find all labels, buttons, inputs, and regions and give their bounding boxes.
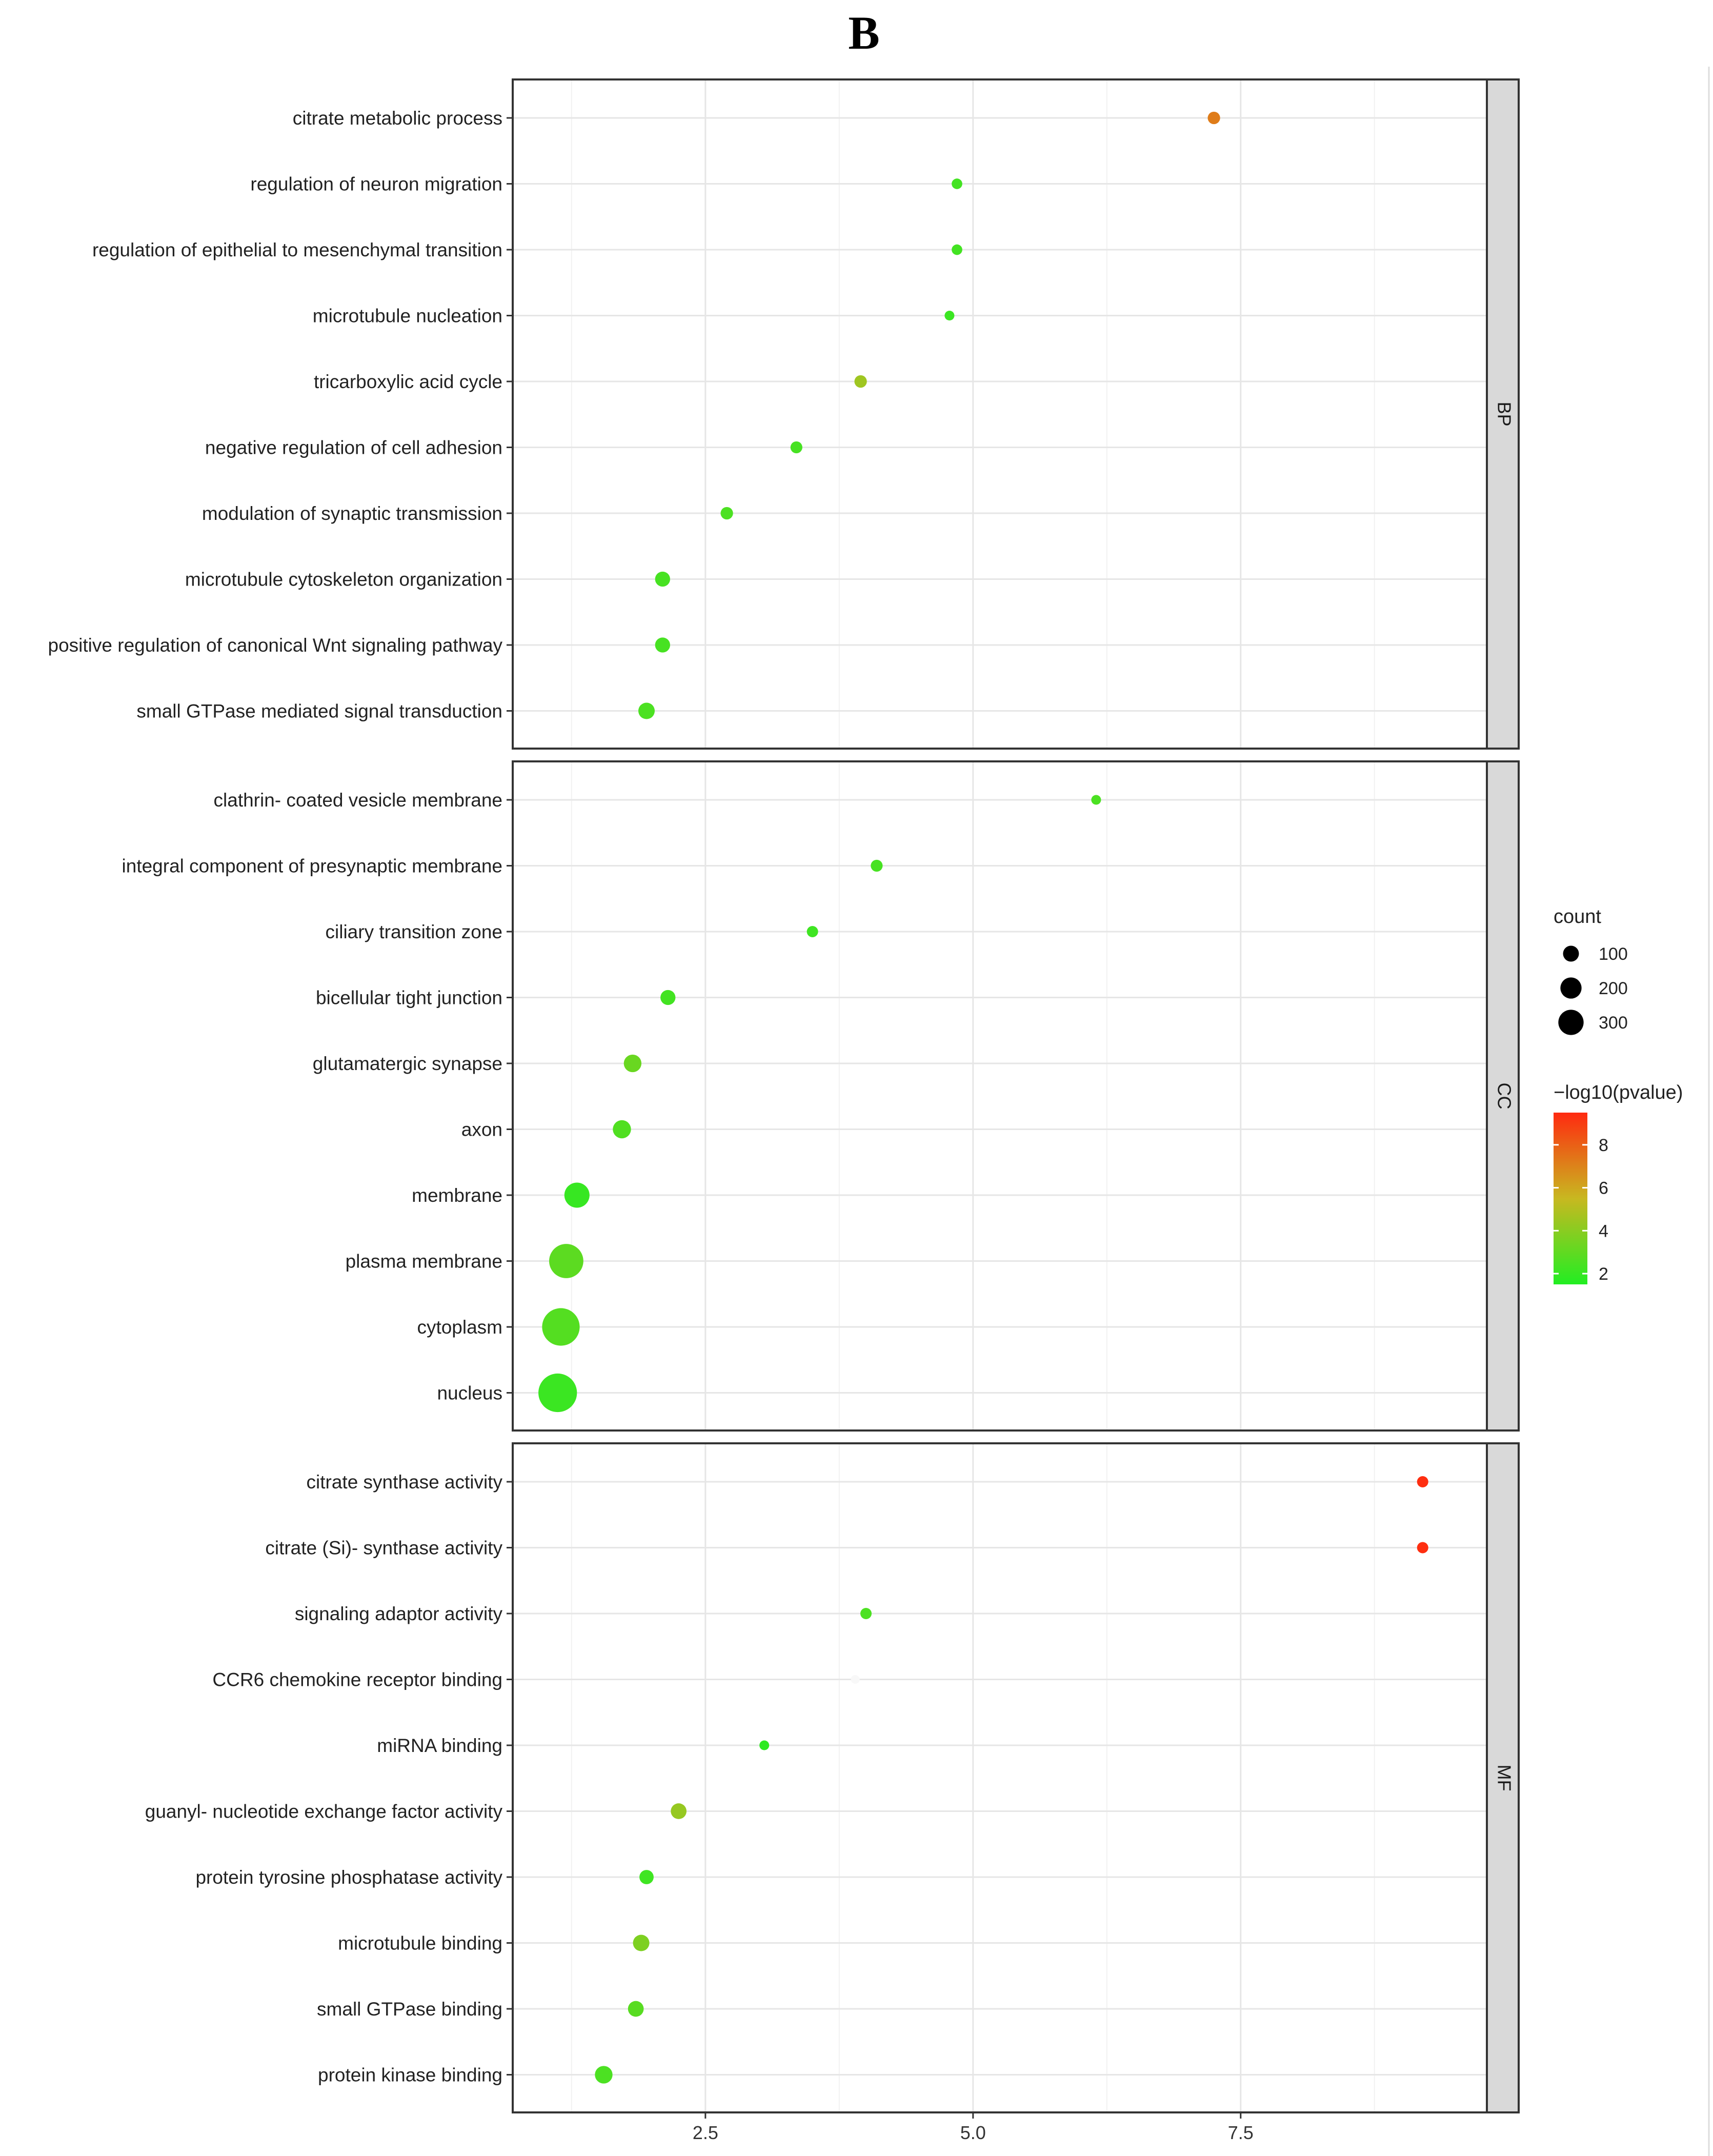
x-tick-label: 5.0 <box>960 2122 986 2143</box>
data-point <box>854 375 867 388</box>
y-tick-label: microtubule binding <box>338 1933 502 1954</box>
y-tick-label: small GTPase mediated signal transductio… <box>136 701 502 722</box>
data-point <box>720 507 733 520</box>
data-point <box>633 1935 650 1951</box>
data-point <box>542 1308 580 1346</box>
data-point <box>759 1740 770 1750</box>
y-tick-label: modulation of synaptic transmission <box>202 503 502 524</box>
x-tick-label: 2.5 <box>693 2122 718 2143</box>
y-tick-label: citrate (Si)- synthase activity <box>265 1538 502 1559</box>
y-tick-label: integral component of presynaptic membra… <box>122 856 502 877</box>
y-tick-label: signaling adaptor activity <box>295 1603 503 1624</box>
y-tick-label: bicellular tight junction <box>316 988 502 1009</box>
facet-strip <box>1486 1442 1520 2113</box>
y-tick-label: clathrin- coated vesicle membrane <box>214 790 502 811</box>
legend-colorbar-label: 4 <box>1599 1221 1608 1241</box>
y-tick-label: positive regulation of canonical Wnt sig… <box>48 635 503 656</box>
data-point <box>952 244 962 255</box>
y-tick-label: protein tyrosine phosphatase activity <box>195 1867 502 1888</box>
x-tick-label: 7.5 <box>1228 2122 1254 2143</box>
data-point <box>595 2066 613 2084</box>
data-point <box>671 1803 687 1819</box>
legend-colorbar <box>1554 1113 1587 1284</box>
legend-size-key <box>1560 977 1582 999</box>
legend-size-label: 300 <box>1599 1013 1628 1033</box>
data-point <box>952 178 962 189</box>
data-point <box>851 1675 860 1684</box>
data-point <box>564 1182 590 1208</box>
y-tick-label: microtubule nucleation <box>313 306 502 327</box>
y-tick-label: ciliary transition zone <box>326 921 502 942</box>
data-point <box>638 702 655 719</box>
legend-colorbar-label: 2 <box>1599 1264 1608 1284</box>
data-point <box>639 1870 654 1884</box>
data-point <box>660 990 676 1005</box>
y-tick-label: small GTPase binding <box>317 1999 502 2020</box>
panel-cc: clathrin- coated vesicle membrane integra… <box>122 760 1520 1432</box>
y-tick-label: nucleus <box>437 1383 502 1404</box>
data-point <box>871 859 883 872</box>
facet-strip-label: BP <box>1494 401 1515 426</box>
data-point <box>613 1120 631 1139</box>
data-point <box>655 637 670 653</box>
data-point <box>1091 795 1101 805</box>
y-tick-label: plasma membrane <box>346 1251 502 1272</box>
legend-colorbar-label: 8 <box>1599 1136 1608 1155</box>
legend-size-key <box>1563 945 1579 962</box>
y-tick-label: negative regulation of cell adhesion <box>205 437 502 458</box>
y-tick-label: axon <box>461 1119 502 1140</box>
panel-background <box>513 761 1487 1430</box>
y-tick-label: cytoplasm <box>417 1317 502 1338</box>
y-tick-label: microtubule cytoskeleton organization <box>185 569 502 590</box>
y-tick-label: regulation of epithelial to mesenchymal … <box>92 239 502 260</box>
data-point <box>944 310 955 321</box>
legend-colorbar-label: 6 <box>1599 1179 1608 1198</box>
legend-color-title: −log10(pvalue) <box>1554 1082 1683 1103</box>
facet-strip-label: CC <box>1494 1083 1515 1110</box>
data-point <box>538 1373 577 1413</box>
facet-strip <box>1486 760 1520 1432</box>
y-tick-label: citrate metabolic process <box>293 108 502 129</box>
facet-strip <box>1486 78 1520 750</box>
legend-size-label: 200 <box>1599 979 1628 998</box>
y-tick-label: membrane <box>412 1185 502 1206</box>
panel-background <box>513 79 1487 749</box>
legend-size-key <box>1558 1010 1584 1035</box>
y-tick-label: glutamatergic synapse <box>313 1053 502 1074</box>
panel-mf: citrate synthase activity citrate (Si)- s… <box>145 1442 1520 2113</box>
data-point <box>655 571 670 587</box>
data-point <box>549 1244 583 1278</box>
legend-size-title: count <box>1554 906 1601 928</box>
data-point <box>860 1608 872 1619</box>
data-point <box>807 926 818 937</box>
panel-bp: citrate metabolic process regulation of n… <box>48 78 1520 750</box>
facet-strip-label: MF <box>1494 1765 1515 1791</box>
data-point <box>1207 111 1220 125</box>
legend-size-label: 100 <box>1599 944 1628 964</box>
data-point <box>628 2001 644 2017</box>
y-tick-label: regulation of neuron migration <box>250 174 502 195</box>
y-tick-label: miRNA binding <box>377 1735 502 1756</box>
y-tick-label: CCR6 chemokine receptor binding <box>212 1669 502 1690</box>
figure-label: B <box>848 7 879 59</box>
data-point <box>790 441 802 454</box>
panel-background <box>513 1443 1487 2112</box>
data-point <box>623 1054 642 1073</box>
y-tick-label: protein kinase binding <box>318 2065 502 2086</box>
y-tick-label: guanyl- nucleotide exchange factor activ… <box>145 1801 503 1822</box>
data-point <box>1417 1476 1428 1487</box>
y-tick-label: citrate synthase activity <box>307 1472 503 1493</box>
data-point <box>1417 1542 1428 1554</box>
y-tick-label: tricarboxylic acid cycle <box>314 371 502 392</box>
